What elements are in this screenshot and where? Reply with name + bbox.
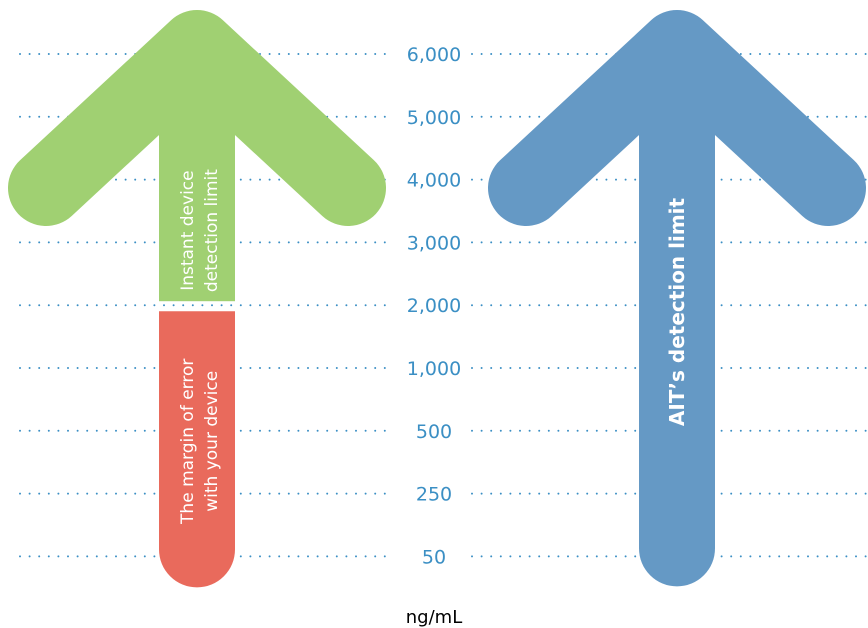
y-tick-label: 3,000 — [407, 232, 461, 254]
y-tick-label: 1,000 — [407, 358, 461, 380]
y-tick-label: 500 — [416, 421, 452, 443]
y-tick-labels: 6,000 5,000 4,000 3,000 2,000 1,000 500 250 50 — [407, 44, 461, 568]
red-segment-label: The margin of error with your device — [178, 359, 222, 525]
y-tick-label: 6,000 — [407, 44, 461, 66]
y-tick-label: 4,000 — [407, 170, 461, 192]
y-tick-label: 2,000 — [407, 295, 461, 317]
green-segment-label: Instant device detection limit — [178, 169, 222, 292]
blue-shaft — [639, 98, 715, 587]
blue-arrow-head — [488, 10, 866, 226]
y-tick-label: 50 — [422, 546, 446, 568]
blue-arrow-label: AIT’s detection limit — [665, 197, 689, 426]
y-tick-label: 250 — [416, 484, 452, 506]
green-shaft — [159, 98, 235, 302]
green-arrow-head — [8, 10, 386, 226]
red-segment — [159, 311, 235, 588]
unit-label: ng/mL — [406, 607, 462, 628]
instant-device-arrow — [8, 10, 386, 588]
y-tick-label: 5,000 — [407, 107, 461, 129]
arrow-labels: Instant device detection limit The margin … — [178, 169, 689, 525]
ait-arrow — [488, 10, 866, 587]
